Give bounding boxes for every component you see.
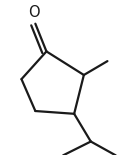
Text: O: O bbox=[28, 5, 40, 20]
